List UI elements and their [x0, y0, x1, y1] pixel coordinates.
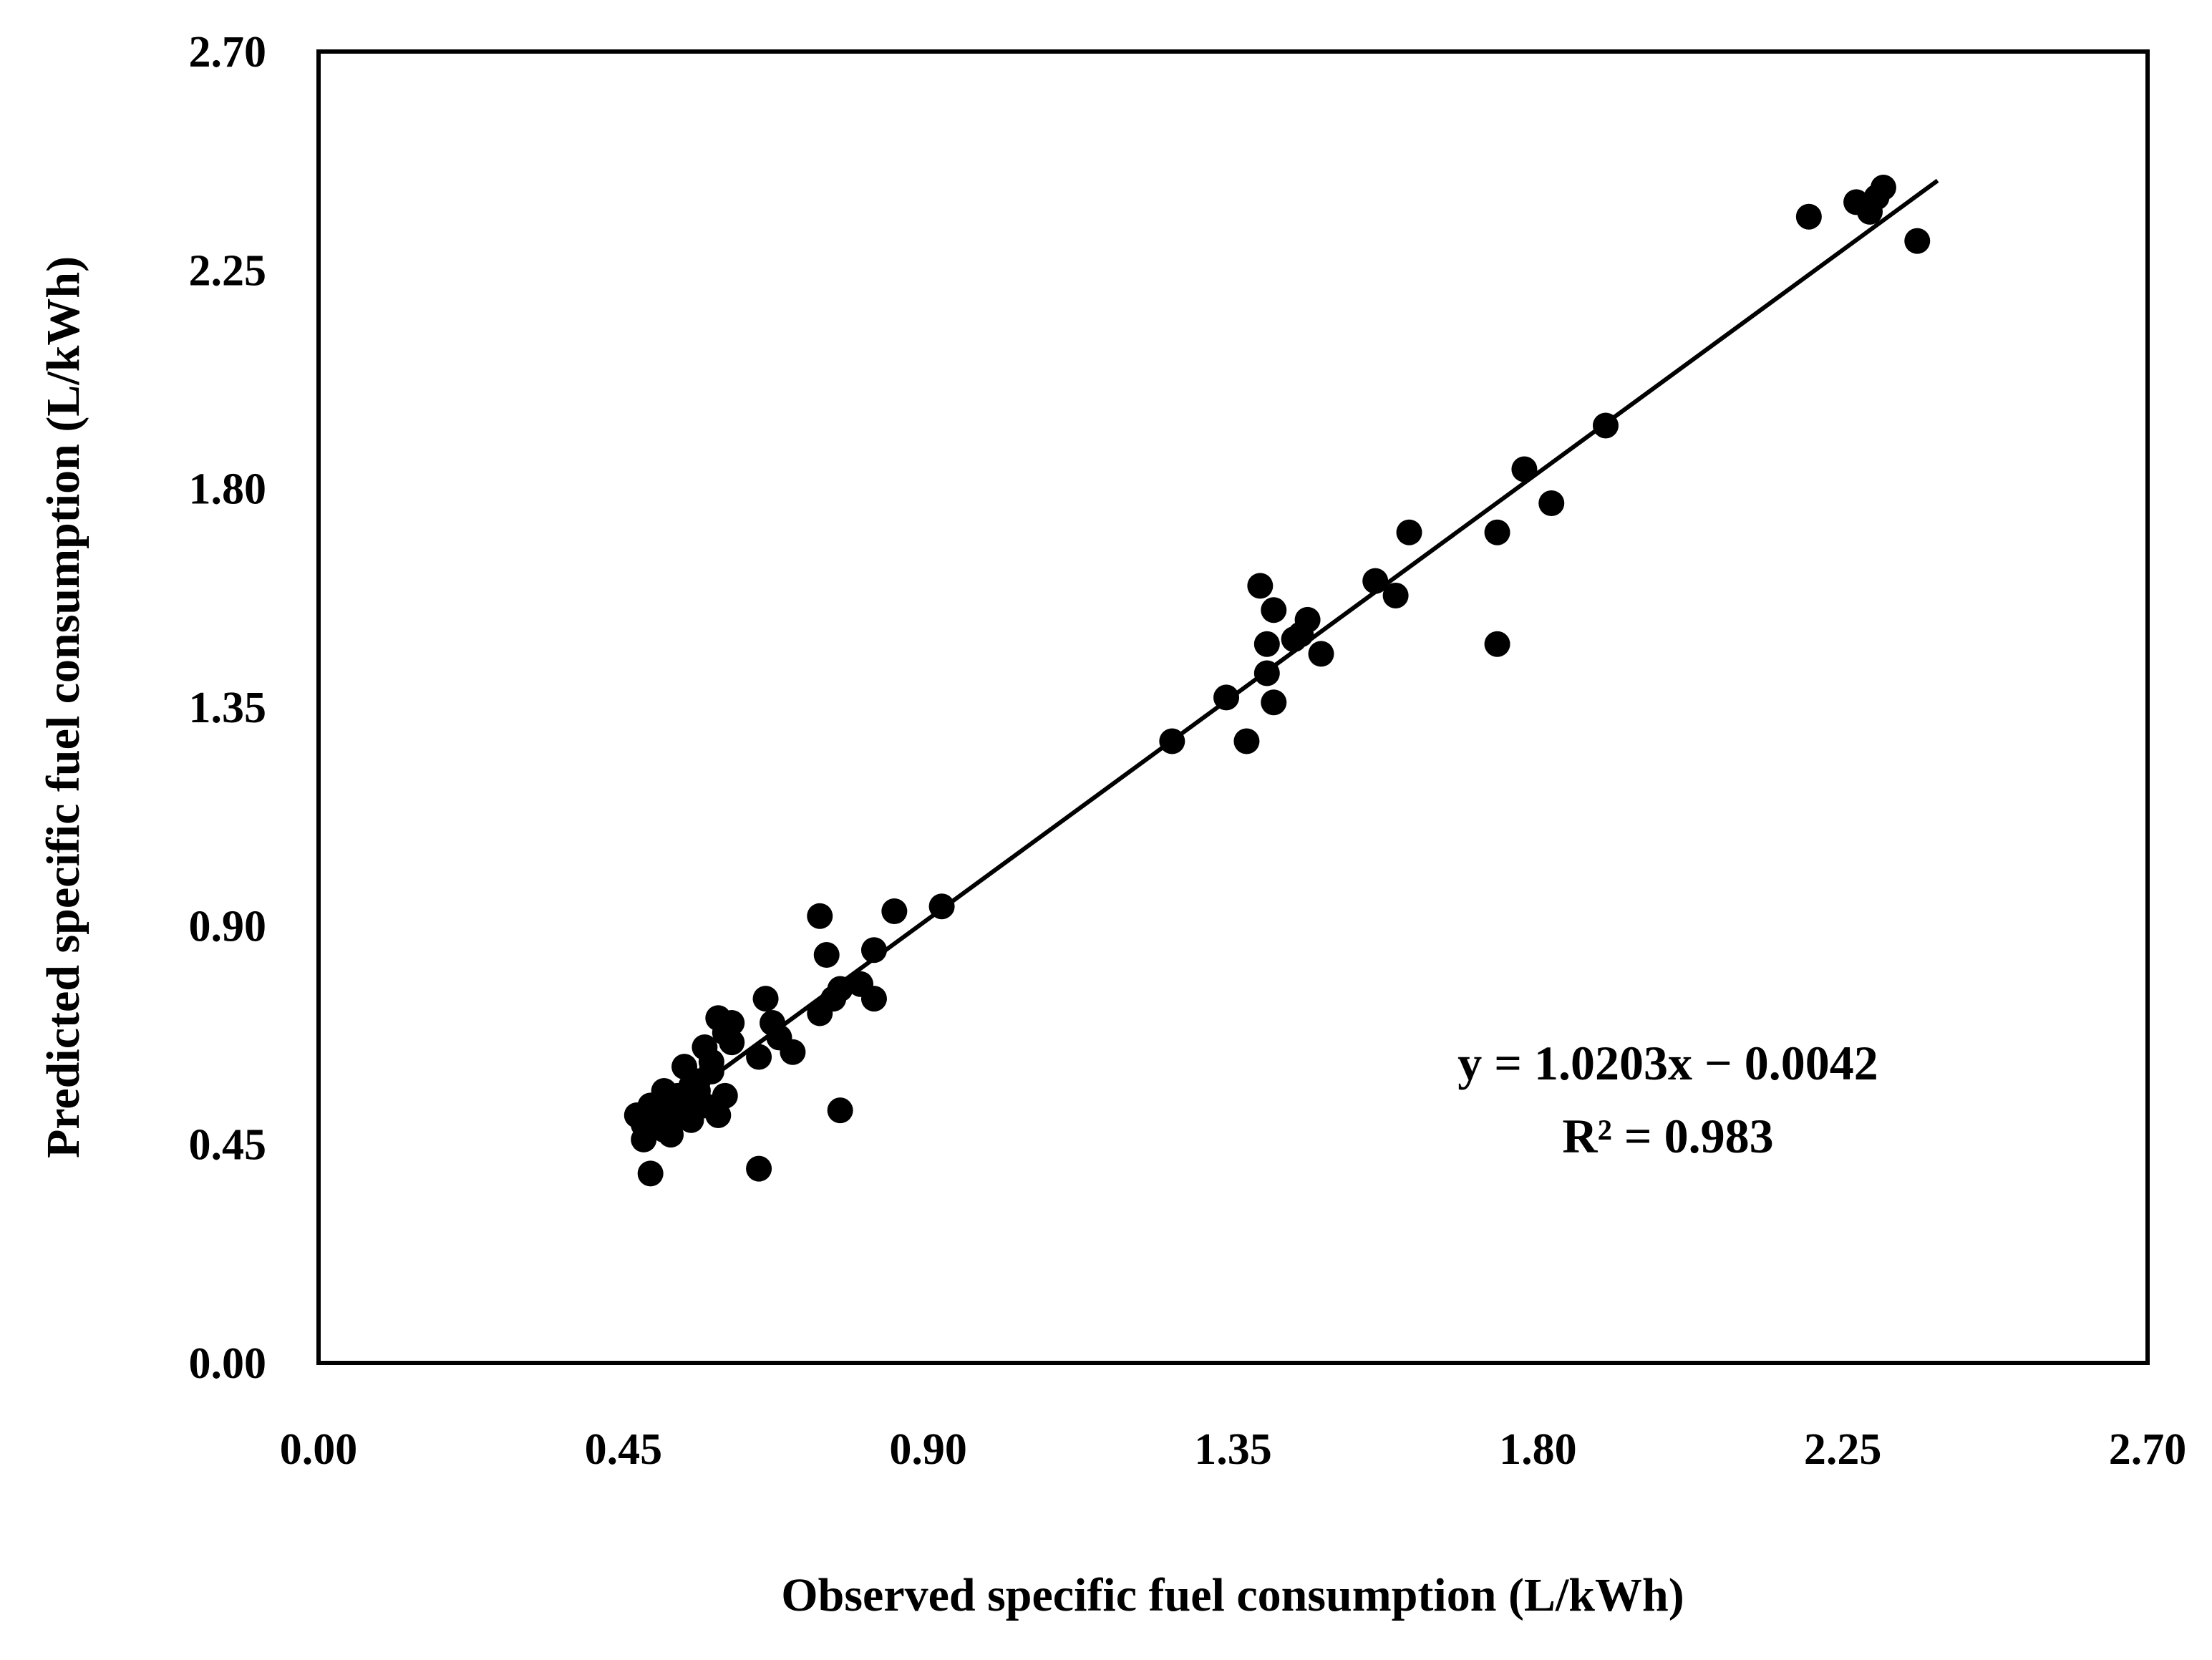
data-point: [860, 986, 887, 1012]
x-tick-label: 2.25: [1804, 1425, 1882, 1474]
x-tick-labels: 0.00 0.45 0.90 1.35 1.80 2.25 2.70: [280, 1425, 2187, 1474]
data-point: [719, 1029, 745, 1056]
data-point: [1484, 631, 1510, 657]
data-point: [1382, 582, 1409, 608]
data-point: [1247, 573, 1274, 599]
data-point: [752, 986, 779, 1012]
data-point: [746, 1155, 772, 1182]
y-axis-title: Predicted specific fuel consumption (L/k…: [37, 256, 89, 1158]
data-point: [813, 942, 840, 969]
data-point: [1904, 228, 1931, 254]
x-tick-label: 2.70: [2109, 1425, 2187, 1474]
data-point: [1484, 519, 1510, 545]
y-tick-label: 0.00: [189, 1339, 267, 1388]
data-point: [637, 1160, 664, 1187]
data-points: [624, 174, 1931, 1187]
data-point: [698, 1049, 724, 1075]
y-tick-label: 0.45: [189, 1121, 267, 1170]
trendline-equation: y = 1.0203x − 0.0042: [1457, 1036, 1878, 1090]
y-tick-label: 1.35: [189, 684, 267, 732]
plot-frame: [316, 49, 2150, 1365]
data-point: [1870, 174, 1896, 200]
data-point: [1233, 728, 1260, 754]
data-point: [780, 1039, 806, 1065]
data-point: [1261, 689, 1287, 716]
data-point: [712, 1082, 738, 1109]
data-point: [1308, 641, 1334, 667]
data-point: [1294, 606, 1321, 633]
data-point: [1261, 597, 1287, 623]
r-squared-label: R² = 0.983: [1562, 1109, 1773, 1163]
y-tick-label: 0.90: [189, 902, 267, 951]
data-point: [1538, 490, 1565, 517]
y-tick-labels: 0.00 0.45 0.90 1.35 1.80 2.25 2.70: [189, 28, 267, 1388]
trendline: [710, 178, 1939, 1079]
data-point: [705, 1102, 732, 1128]
data-point: [807, 903, 833, 929]
data-point: [827, 1097, 853, 1124]
y-tick-label: 2.25: [189, 246, 267, 295]
x-tick-label: 0.00: [280, 1425, 358, 1474]
data-point: [658, 1122, 684, 1148]
y-tick-label: 2.70: [189, 28, 267, 77]
x-tick-label: 0.45: [585, 1425, 663, 1474]
x-tick-label: 1.80: [1499, 1425, 1577, 1474]
x-axis-title: Observed specific fuel consumption (L/kW…: [781, 1569, 1684, 1621]
data-point: [719, 1010, 745, 1037]
x-tick-label: 1.35: [1194, 1425, 1272, 1474]
data-point: [1253, 631, 1280, 657]
data-point: [1795, 203, 1822, 230]
data-point: [827, 976, 853, 1002]
y-tick-label: 1.80: [189, 465, 267, 514]
data-point: [631, 1126, 657, 1152]
data-point: [881, 898, 908, 924]
data-point: [1396, 519, 1422, 545]
x-tick-label: 0.90: [889, 1425, 967, 1474]
data-point: [746, 1044, 772, 1070]
